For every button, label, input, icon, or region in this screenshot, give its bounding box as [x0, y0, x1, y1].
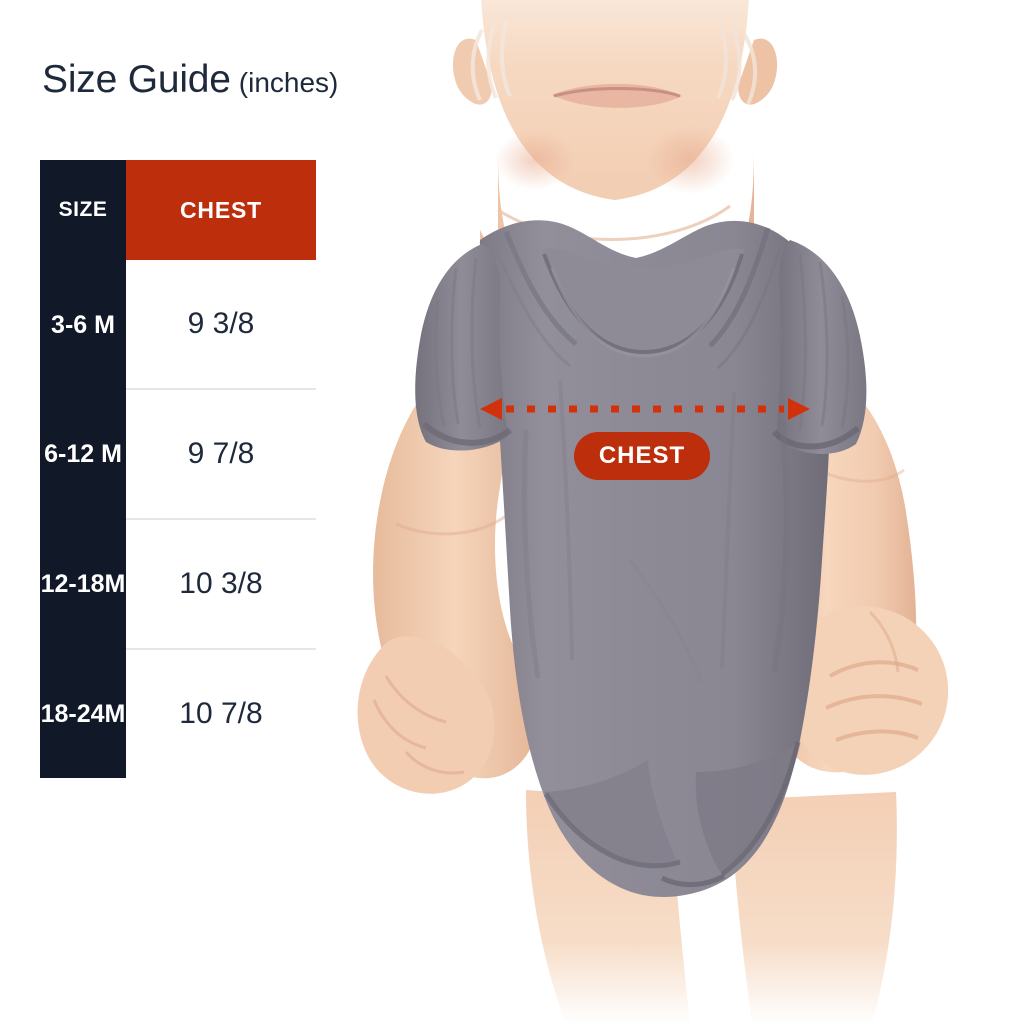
- size-guide-table: SIZE CHEST 3-6 M 9 3/8 6-12 M 9 7/8 12-1…: [40, 160, 316, 778]
- chest-label-badge: CHEST: [574, 432, 710, 480]
- page-title: Size Guide (inches): [42, 58, 338, 102]
- cell-size: 3-6 M: [40, 260, 126, 389]
- column-header-chest: CHEST: [126, 160, 316, 260]
- gray-bodysuit: [415, 220, 867, 897]
- cell-size: 12-18M: [40, 519, 126, 649]
- chest-measurement-arrow: [480, 396, 810, 422]
- chest-label-text: CHEST: [598, 442, 686, 469]
- arrow-right-head: [788, 398, 810, 420]
- product-photo: [330, 0, 1024, 1024]
- page-title-main: Size Guide: [42, 58, 231, 101]
- cell-chest: 10 7/8: [126, 649, 316, 778]
- cell-chest: 9 3/8: [126, 260, 316, 390]
- table-header-row: SIZE CHEST: [40, 160, 316, 260]
- table-row: 18-24M 10 7/8: [40, 649, 316, 778]
- cell-chest: 9 7/8: [126, 389, 316, 520]
- cell-size: 6-12 M: [40, 389, 126, 519]
- arrow-left-head: [480, 398, 502, 420]
- cell-chest: 10 3/8: [126, 519, 316, 650]
- table-row: 12-18M 10 3/8: [40, 519, 316, 650]
- table-row: 3-6 M 9 3/8: [40, 260, 316, 390]
- table-row: 6-12 M 9 7/8: [40, 389, 316, 520]
- cell-size: 18-24M: [40, 649, 126, 778]
- baby-left-arm: [357, 380, 537, 794]
- column-header-size: SIZE: [40, 160, 126, 260]
- page-title-units: (inches): [238, 67, 339, 98]
